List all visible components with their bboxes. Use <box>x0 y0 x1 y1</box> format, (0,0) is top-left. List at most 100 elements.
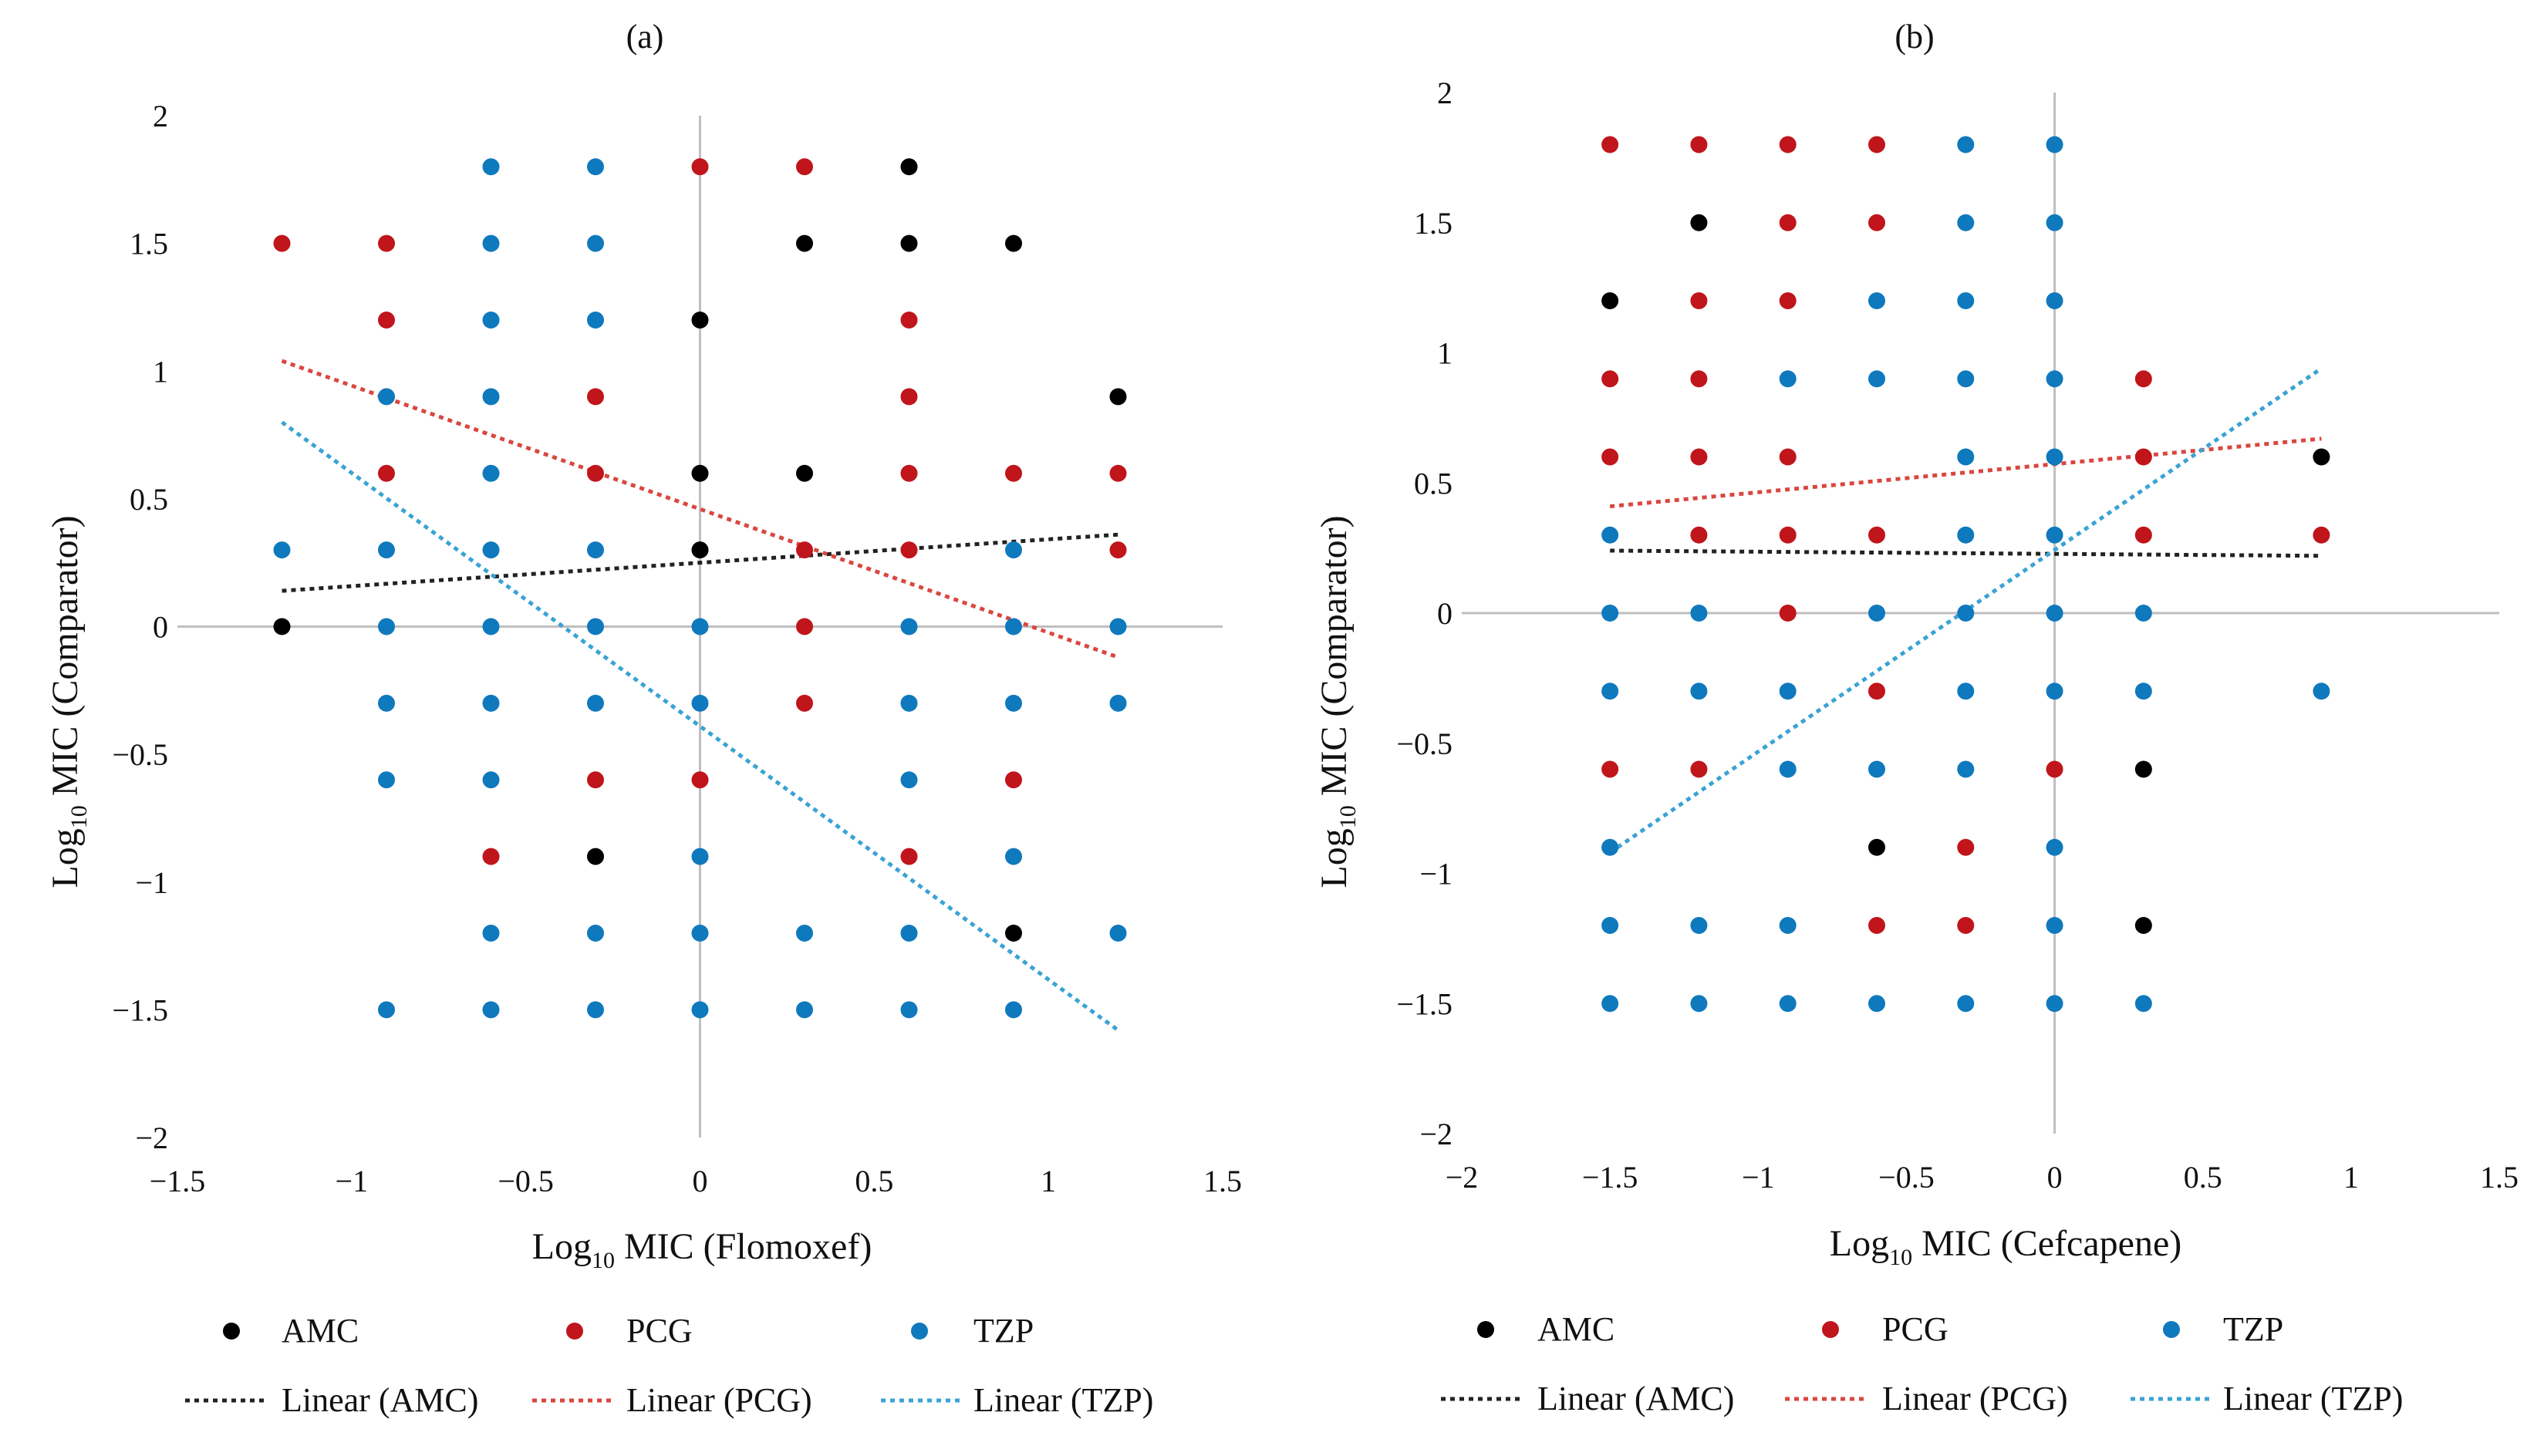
data-point-pcg <box>1868 917 1885 934</box>
y-tick-label: −1 <box>135 865 168 900</box>
data-point-tzp <box>273 541 291 559</box>
data-point-pcg <box>587 388 604 406</box>
y-tick-label: −0.5 <box>112 737 168 772</box>
data-point-amc <box>1005 234 1022 252</box>
y-tick-label: −1.5 <box>1396 986 1453 1021</box>
data-point-pcg <box>1690 370 1708 388</box>
data-point-tzp <box>1779 682 1797 700</box>
data-point-tzp <box>587 694 604 712</box>
data-point-tzp <box>378 1001 395 1019</box>
x-tick-label: 0.5 <box>855 1164 893 1198</box>
data-point-tzp <box>1957 136 1975 153</box>
legend-marker-amc <box>223 1323 240 1340</box>
x-tick-label: 0.5 <box>2184 1160 2222 1195</box>
y-tick-label: 1.5 <box>1414 206 1453 241</box>
panel-a: (a) −1.5 −1 −0.5 0 0.5 1 1.5 −2 −1.5 −1 −0.5 0 0.5 1 1.… <box>45 18 1242 1419</box>
data-point-pcg <box>1779 605 1797 622</box>
data-point-pcg <box>1779 214 1797 231</box>
data-point-amc <box>900 158 918 176</box>
data-point-tzp <box>2046 605 2063 622</box>
trendline-linear-amc <box>282 532 1118 593</box>
x-tick-label: 1.5 <box>2480 1160 2519 1195</box>
legend-trend-label: Linear (AMC) <box>1537 1380 1734 1417</box>
data-point-tzp <box>900 1001 918 1019</box>
data-point-tzp <box>2046 917 2063 934</box>
x-tick-label: −0.5 <box>1878 1160 1935 1195</box>
data-point-amc <box>796 464 813 482</box>
x-axis-label: Log10 MIC (Flomoxef) <box>532 1226 872 1273</box>
data-point-pcg <box>1868 214 1885 231</box>
legend-trend-label: Linear (PCG) <box>626 1381 812 1419</box>
x-axis-label-prefix: Log <box>532 1226 592 1267</box>
data-point-tzp <box>2046 682 2063 700</box>
data-point-pcg <box>273 234 291 252</box>
y-tick-label: −1.5 <box>112 993 168 1027</box>
y-axis-label: Log10 MIC (Comparator) <box>1314 515 1361 888</box>
data-point-tzp <box>1957 760 1975 778</box>
data-point-pcg <box>1690 292 1708 309</box>
data-point-tzp <box>691 848 709 865</box>
data-point-tzp <box>587 1001 604 1019</box>
data-point-tzp <box>1109 694 1127 712</box>
data-point-tzp <box>691 1001 709 1019</box>
data-point-tzp <box>482 1001 500 1019</box>
data-point-amc <box>691 312 709 329</box>
data-point-tzp <box>2046 136 2063 153</box>
x-axis-label-suffix: MIC (Flomoxef) <box>615 1226 872 1267</box>
data-point-pcg <box>1957 917 1975 934</box>
legend-marker-amc <box>1477 1321 1494 1338</box>
data-point-tzp <box>1868 605 1885 622</box>
trendline-linear-amc <box>1610 548 2322 558</box>
data-point-amc <box>1690 214 1708 231</box>
data-point-pcg <box>587 464 604 482</box>
y-axis-label-sub: 10 <box>1335 805 1361 828</box>
legend-trend-label: Linear (TZP) <box>973 1381 1153 1419</box>
y-axis-label-suffix: MIC (Comparator) <box>1314 515 1355 805</box>
data-point-tzp <box>1868 292 1885 309</box>
data-point-tzp <box>1868 995 1885 1013</box>
data-point-tzp <box>2046 526 2063 544</box>
data-point-tzp <box>1005 694 1022 712</box>
data-point-tzp <box>796 925 813 942</box>
data-point-tzp <box>587 618 604 635</box>
data-point-tzp <box>1601 917 1619 934</box>
data-point-pcg <box>1005 464 1022 482</box>
data-point-tzp <box>1690 917 1708 934</box>
data-point-tzp <box>482 158 500 176</box>
data-point-tzp <box>1957 448 1975 466</box>
y-axis-label-suffix: MIC (Comparator) <box>45 515 86 805</box>
x-tick-label: −1 <box>1742 1160 1775 1195</box>
data-point-tzp <box>2046 995 2063 1013</box>
y-tick-label: 2 <box>1437 76 1453 110</box>
x-axis-label-sub: 10 <box>1889 1245 1912 1270</box>
data-point-tzp <box>2313 682 2330 700</box>
x-tick-label: −0.5 <box>498 1164 554 1198</box>
data-point-tzp <box>1779 760 1797 778</box>
y-axis-label-prefix: Log <box>45 828 86 888</box>
trendline-linear-tzp <box>281 420 1119 1032</box>
legend-label-tzp: TZP <box>973 1312 1034 1350</box>
data-point-amc <box>273 618 291 635</box>
data-point-tzp <box>1601 526 1619 544</box>
legend-label-amc: AMC <box>1537 1310 1614 1348</box>
data-point-tzp <box>482 541 500 559</box>
data-point-pcg <box>2046 760 2063 778</box>
data-point-tzp <box>900 925 918 942</box>
data-point-pcg <box>1690 448 1708 466</box>
data-point-tzp <box>378 541 395 559</box>
data-point-pcg <box>1109 541 1127 559</box>
data-point-tzp <box>1957 370 1975 388</box>
data-point-tzp <box>2134 995 2152 1013</box>
data-point-tzp <box>1957 995 1975 1013</box>
data-point-tzp <box>2046 292 2063 309</box>
data-point-tzp <box>1109 618 1127 635</box>
data-point-amc <box>1005 925 1022 942</box>
y-tick-label: 0.5 <box>130 482 168 517</box>
legend-label-amc: AMC <box>282 1312 359 1350</box>
data-point-amc <box>691 464 709 482</box>
data-point-tzp <box>482 925 500 942</box>
data-point-tzp <box>2046 838 2063 856</box>
legend-marker-tzp <box>911 1323 928 1340</box>
data-point-tzp <box>1957 605 1975 622</box>
legend-marker-tzp <box>2163 1321 2180 1338</box>
